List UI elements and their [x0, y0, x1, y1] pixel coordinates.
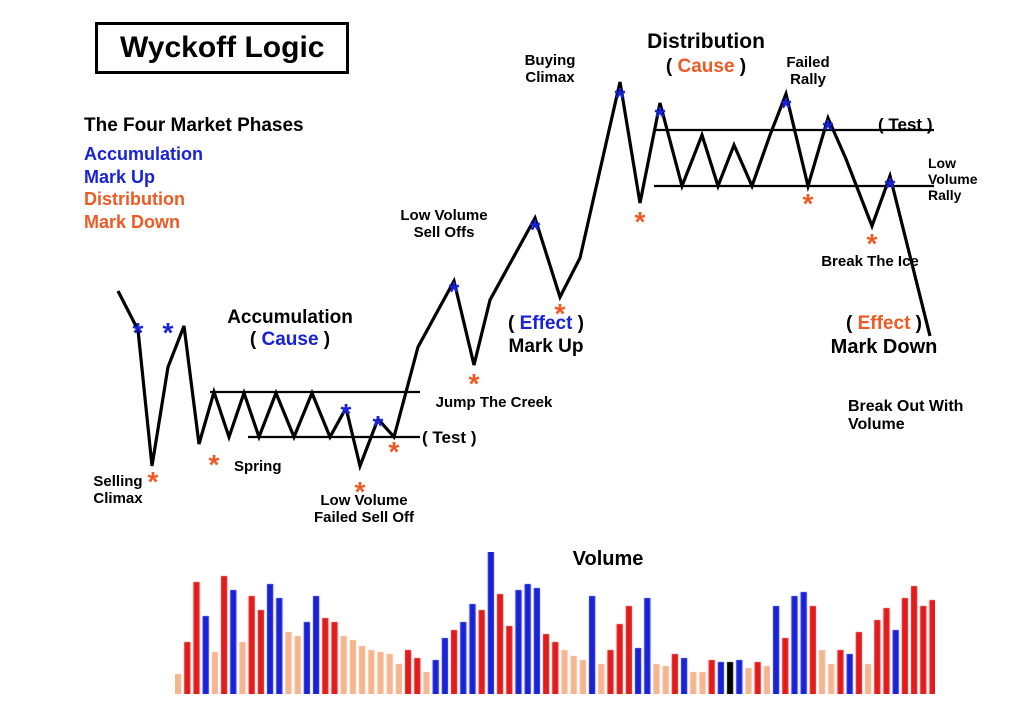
label-accumulation-hdr: Accumulation [227, 307, 353, 329]
marker-8: * [449, 278, 460, 306]
legend-heading: The Four Market Phases [84, 115, 304, 137]
label-effect-markup-m: Mark Up [509, 336, 584, 358]
label-volume-title: Volume [573, 548, 644, 571]
marker-6: * [373, 412, 384, 440]
legend-item-0: Accumulation [84, 143, 304, 166]
label-selling-climax: SellingClimax [93, 473, 142, 508]
label-distribution-hdr: Distribution [647, 30, 765, 54]
label-breakout-vol: Break Out WithVolume [848, 398, 963, 435]
marker-0: * [133, 319, 144, 347]
label-test-top: ( Test ) [878, 115, 932, 135]
legend-item-3: Mark Down [84, 211, 304, 234]
legend-item-2: Distribution [84, 188, 304, 211]
label-low-vol-failed: Low VolumeFailed Sell Off [314, 492, 414, 527]
label-break-the-ice: Break The Ice [821, 253, 919, 270]
label-distribution-cause: ( Cause ) [666, 56, 746, 78]
label-effect-markdown-e: ( Effect ) [846, 313, 922, 335]
legend-item-1: Mark Up [84, 166, 304, 189]
marker-16: * [803, 190, 814, 218]
label-spring: Spring [234, 458, 282, 475]
marker-13: * [635, 208, 646, 236]
label-buying-climax: BuyingClimax [525, 52, 576, 87]
legend: The Four Market Phases Accumulation Mark… [84, 115, 304, 233]
marker-1: * [163, 319, 174, 347]
marker-3: * [209, 451, 220, 479]
marker-14: * [655, 103, 666, 131]
marker-2: * [148, 468, 159, 496]
marker-19: * [885, 174, 896, 202]
label-effect-markup-e: ( Effect ) [508, 313, 584, 335]
label-failed-rally: FailedRally [786, 54, 829, 89]
marker-15: * [781, 94, 792, 122]
label-low-vol-selloffs: Low VolumeSell Offs [400, 207, 487, 242]
label-accumulation-cause: ( Cause ) [250, 329, 330, 351]
marker-17: * [823, 116, 834, 144]
label-jump-the-creek: Jump The Creek [436, 394, 553, 411]
title-box: Wyckoff Logic [95, 22, 349, 74]
marker-12: * [615, 84, 626, 112]
label-effect-markdown-m: Mark Down [831, 336, 938, 359]
marker-10: * [530, 216, 541, 244]
marker-4: * [341, 400, 352, 428]
marker-7: * [389, 438, 400, 466]
volume-bars [175, 552, 935, 694]
label-test-bottom: ( Test ) [422, 428, 476, 448]
label-low-vol-rally: LowVolumeRally [928, 155, 978, 203]
